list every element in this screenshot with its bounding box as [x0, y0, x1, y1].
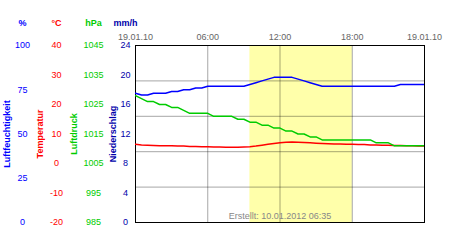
svg-text:1035: 1035 [83, 70, 103, 80]
svg-text:4: 4 [123, 188, 128, 198]
svg-text:1005: 1005 [83, 158, 103, 168]
svg-text:°C: °C [51, 18, 62, 28]
svg-text:Luftdruck: Luftdruck [69, 112, 79, 154]
svg-text:Luftfeuchtigkeit: Luftfeuchtigkeit [2, 100, 12, 168]
svg-text:Temperatur: Temperatur [35, 109, 45, 158]
svg-text:20: 20 [51, 99, 61, 109]
svg-text:8: 8 [123, 158, 128, 168]
svg-text:-20: -20 [50, 217, 63, 227]
svg-text:Erstellt: 10.01.2012 06:35: Erstellt: 10.01.2012 06:35 [229, 211, 332, 221]
svg-text:995: 995 [86, 188, 101, 198]
svg-text:30: 30 [51, 70, 61, 80]
svg-text:0: 0 [20, 217, 25, 227]
svg-text:40: 40 [51, 40, 61, 50]
svg-text:0: 0 [54, 158, 59, 168]
svg-text:19.01.10: 19.01.10 [407, 32, 442, 42]
svg-text:18:00: 18:00 [341, 32, 364, 42]
svg-text:12: 12 [120, 129, 130, 139]
svg-text:0: 0 [123, 217, 128, 227]
svg-text:16: 16 [120, 99, 130, 109]
svg-text:hPa: hPa [85, 18, 103, 28]
svg-text:%: % [18, 18, 26, 28]
svg-text:1045: 1045 [83, 40, 103, 50]
svg-text:100: 100 [15, 40, 30, 50]
svg-text:12:00: 12:00 [269, 32, 292, 42]
svg-text:mm/h: mm/h [113, 18, 137, 28]
svg-text:06:00: 06:00 [196, 32, 219, 42]
svg-text:75: 75 [17, 85, 27, 95]
svg-text:50: 50 [17, 129, 27, 139]
svg-text:20: 20 [120, 70, 130, 80]
svg-text:985: 985 [86, 217, 101, 227]
svg-text:1025: 1025 [83, 99, 103, 109]
svg-text:Niederschlag: Niederschlag [108, 106, 118, 163]
svg-text:1015: 1015 [83, 129, 103, 139]
svg-text:19.01.10: 19.01.10 [118, 31, 153, 42]
svg-text:24: 24 [120, 40, 130, 50]
svg-text:-10: -10 [50, 188, 63, 198]
svg-text:25: 25 [17, 173, 27, 183]
svg-text:10: 10 [51, 129, 61, 139]
